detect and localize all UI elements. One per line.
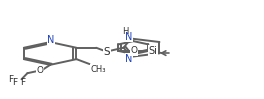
Text: F: F [12, 78, 17, 87]
Text: H: H [122, 27, 129, 36]
Text: F: F [20, 78, 25, 87]
Text: Si: Si [149, 46, 158, 56]
Text: O: O [37, 66, 44, 75]
Text: S: S [103, 47, 110, 57]
Text: F: F [8, 75, 13, 84]
Text: O: O [131, 46, 138, 55]
Text: N: N [125, 32, 132, 42]
Text: CH₃: CH₃ [90, 65, 106, 74]
Text: N: N [125, 54, 132, 64]
Text: N: N [47, 35, 54, 46]
